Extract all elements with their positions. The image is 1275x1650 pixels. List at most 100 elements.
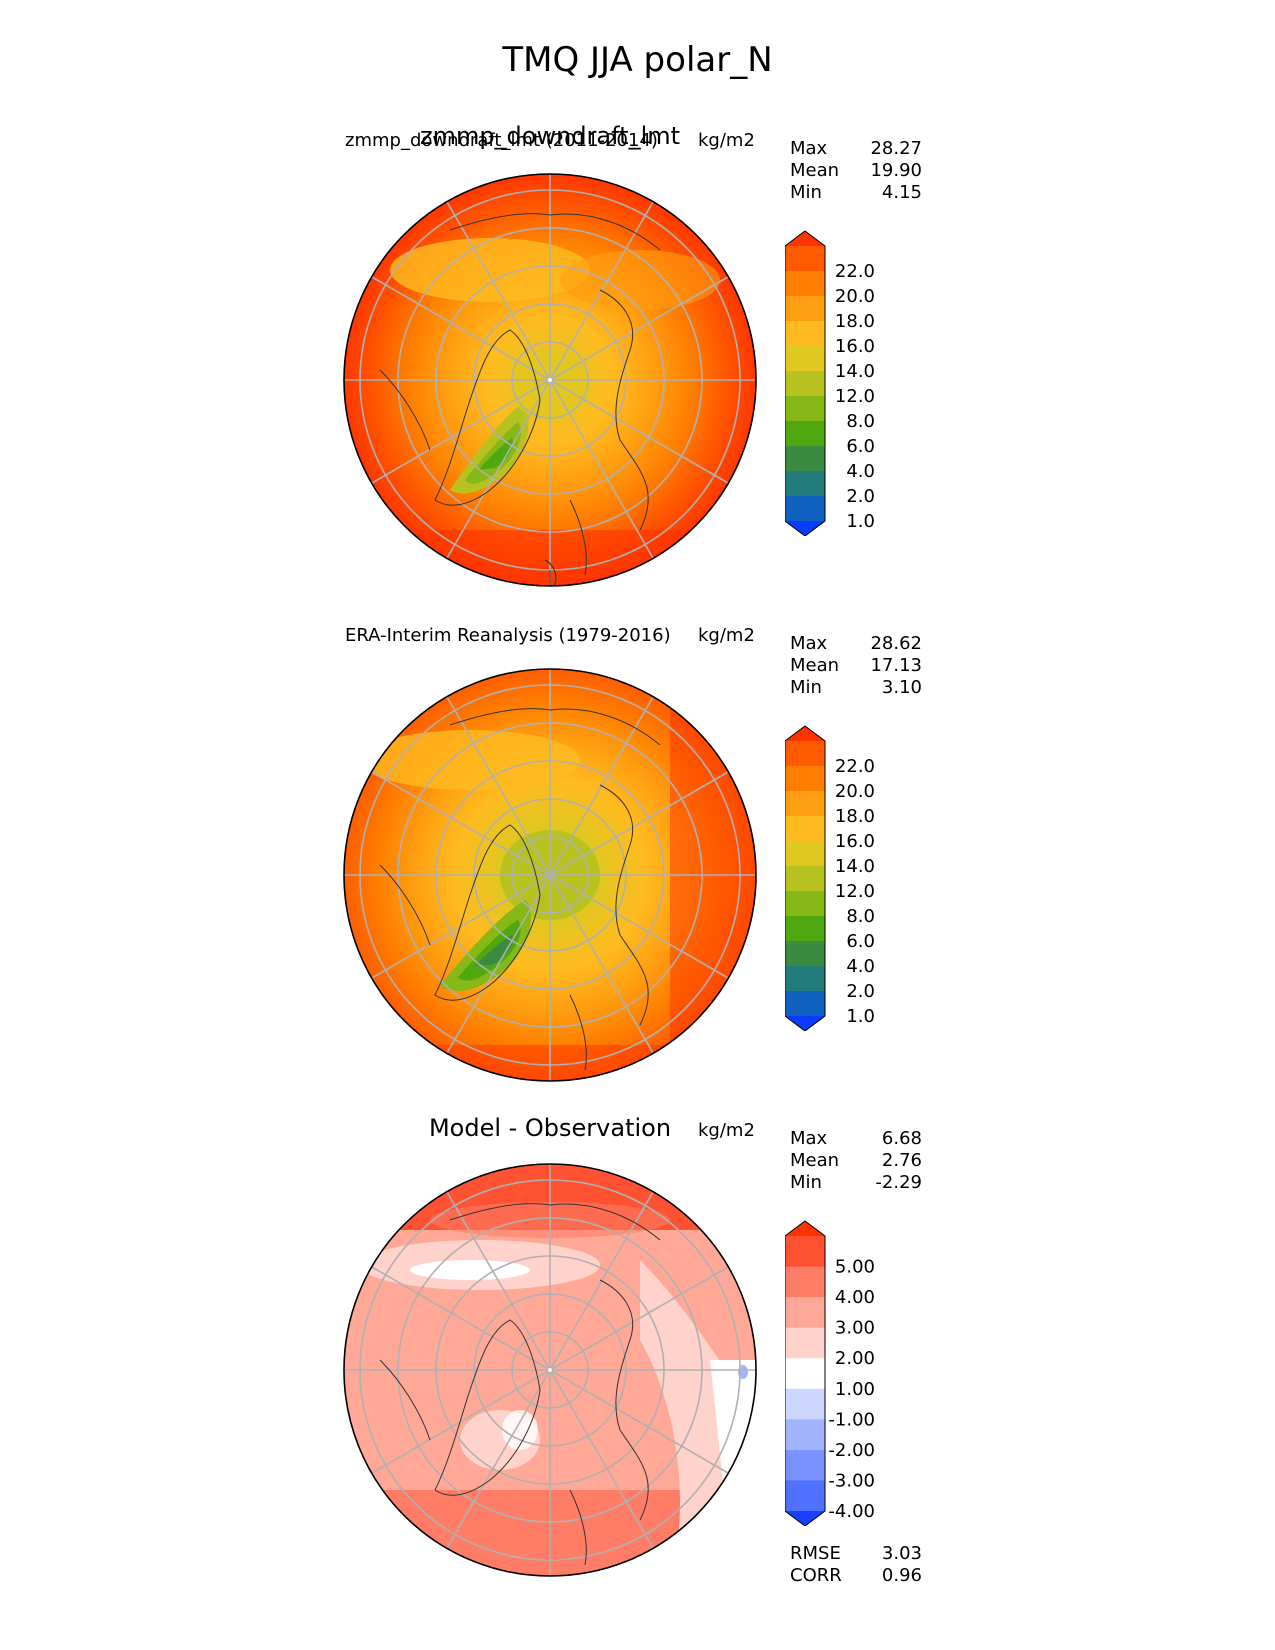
colorbar-diff-extend-bottom — [785, 1511, 825, 1526]
stat-value: 2.76 — [881, 1150, 922, 1171]
colorbar-segment — [785, 471, 825, 497]
stat-value: 4.15 — [881, 182, 922, 203]
colorbar-diff-segment — [785, 1236, 825, 1268]
colorbar-segment — [785, 741, 825, 767]
colorbar-segment — [785, 296, 825, 322]
colorbar-segment — [785, 991, 825, 1017]
stat-label: Mean — [790, 160, 840, 181]
polar-map — [343, 668, 757, 1082]
colorbar-diff-segment — [785, 1358, 825, 1390]
units-label: kg/m2 — [698, 130, 755, 151]
colorbar-segments — [785, 1221, 825, 1526]
colorbar-segment — [785, 816, 825, 842]
metric-value: 0.96 — [881, 1565, 922, 1586]
colorbar-segment — [785, 866, 825, 892]
colorbar-segment — [785, 246, 825, 272]
metrics-box: RMSE 3.03 CORR 0.96 — [790, 1543, 922, 1587]
panel-observation: ERA-Interim Reanalysis (1979-2016) kg/m2… — [0, 625, 1275, 1103]
figure-title: TMQ JJA polar_N — [502, 40, 773, 80]
colorbar-diff-tick-label: -4.00 — [828, 1501, 875, 1522]
colorbar-tick-label: 4.0 — [846, 956, 875, 977]
metric-label: CORR — [790, 1565, 842, 1586]
colorbar-tick-label: 16.0 — [835, 336, 875, 357]
metric-label: RMSE — [790, 1543, 841, 1564]
stat-label: Min — [790, 677, 822, 698]
colorbar-diff-segment — [785, 1327, 825, 1359]
colorbar-segments — [785, 726, 825, 1031]
colorbar-segment — [785, 496, 825, 522]
colorbar-segments — [785, 231, 825, 536]
colorbar-extend-bottom — [785, 521, 825, 536]
colorbar-segment — [785, 396, 825, 422]
colorbar-tick-label: 12.0 — [835, 881, 875, 902]
colorbar-labels: 22.020.018.016.014.012.08.06.04.02.01.00… — [835, 756, 875, 1027]
units-label: kg/m2 — [698, 1120, 755, 1141]
stats-box: Max 6.68 Mean 2.76 Min -2.29 — [790, 1128, 922, 1194]
colorbar-segment — [785, 891, 825, 917]
colorbar-segment — [785, 841, 825, 867]
stat-value: 28.62 — [870, 633, 922, 654]
colorbar-tick-label: 4.0 — [846, 461, 875, 482]
colorbar-tick-label: 8.0 — [846, 906, 875, 927]
colorbar-segment — [785, 371, 825, 397]
colorbar-diff-tick-label: 2.00 — [835, 1348, 875, 1369]
colorbar-labels: 5.00 4.00 3.00 2.00 1.00 -1.00 -2.00 -3.00 -4.00… — [828, 1257, 875, 1522]
colorbar-extend-top — [785, 231, 825, 246]
colorbar-segment — [785, 791, 825, 817]
colorbar-diff-segment — [785, 1388, 825, 1420]
colorbar-tick-label: 6.0 — [846, 436, 875, 457]
colorbar-extend-bottom — [785, 1016, 825, 1031]
panel-center-title: zmmp_downdraft_lmt — [419, 122, 681, 150]
colorbar-diff-segment — [785, 1297, 825, 1329]
colorbar-tick-label: 6.0 — [846, 931, 875, 952]
stats-box: Max 28.27 Mean 19.90 Min 4.15 — [790, 138, 922, 204]
stat-label: Min — [790, 1172, 822, 1193]
colorbar-diff-extend-top — [785, 1221, 825, 1236]
stat-value: 3.10 — [881, 677, 922, 698]
stat-label: Max — [790, 1128, 828, 1149]
colorbar-segment — [785, 421, 825, 447]
stat-label: Min — [790, 182, 822, 203]
colorbar-diff-tick-label: -1.00 — [828, 1409, 875, 1430]
metric-value: 3.03 — [881, 1543, 922, 1564]
colorbar-diff-segment — [785, 1266, 825, 1298]
stat-label: Mean — [790, 1150, 840, 1171]
colorbar-diff-segment — [785, 1480, 825, 1512]
colorbar-diff-tick-label: 5.00 — [835, 1257, 875, 1278]
colorbar-diff-segment — [785, 1419, 825, 1451]
stat-label: Max — [790, 138, 828, 159]
stats-box: Max 28.62 Mean 17.13 Min 3.10 — [790, 633, 922, 699]
colorbar-segment — [785, 321, 825, 347]
units-label: kg/m2 — [698, 625, 755, 646]
colorbar-tick-label: 14.0 — [835, 361, 875, 382]
colorbar-tick-label: 2.0 — [846, 486, 875, 507]
colorbar-tick-label: 14.0 — [835, 856, 875, 877]
colorbar-tick-label: 8.0 — [846, 411, 875, 432]
polar-map — [343, 173, 757, 587]
colorbar-segment — [785, 346, 825, 372]
panel-left-title: zmmp_downdraft_lmt (2011-2014) — [345, 130, 658, 151]
stat-value: 28.27 — [870, 138, 922, 159]
panel-left-title: ERA-Interim Reanalysis (1979-2016) — [345, 625, 671, 646]
colorbar-extend-top — [785, 726, 825, 741]
colorbar-segment — [785, 916, 825, 942]
panel-difference: Model - Observation kg/m2 Max 6.68 Mean 2.… — [0, 1114, 1275, 1598]
colorbar-segment — [785, 966, 825, 992]
colorbar-tick-label: 20.0 — [835, 286, 875, 307]
colorbar-diff-tick-label: 4.00 — [835, 1287, 875, 1308]
colorbar-tick-label: 12.0 — [835, 386, 875, 407]
colorbar-diff-tick-label: -2.00 — [828, 1440, 875, 1461]
colorbar-tick-label: 22.0 — [835, 261, 875, 282]
colorbar-tick-label: 16.0 — [835, 831, 875, 852]
colorbar-segment — [785, 446, 825, 472]
colorbar-labels: 22.020.018.016.014.012.08.06.04.02.01.00… — [835, 261, 875, 532]
colorbar-tick-label: 22.0 — [835, 756, 875, 777]
colorbar-segment — [785, 766, 825, 792]
colorbar-tick-label: 20.0 — [835, 781, 875, 802]
stat-label: Max — [790, 633, 828, 654]
stat-value: 6.68 — [881, 1128, 922, 1149]
colorbar-tick-label: 2.0 — [846, 981, 875, 1002]
stat-label: Mean — [790, 655, 840, 676]
panel-model: zmmp_downdraft_lmt (2011-2014) zmmp_down… — [0, 122, 1275, 608]
colorbar-field: 22.020.018.016.014.012.08.06.04.02.01.00… — [785, 230, 875, 536]
